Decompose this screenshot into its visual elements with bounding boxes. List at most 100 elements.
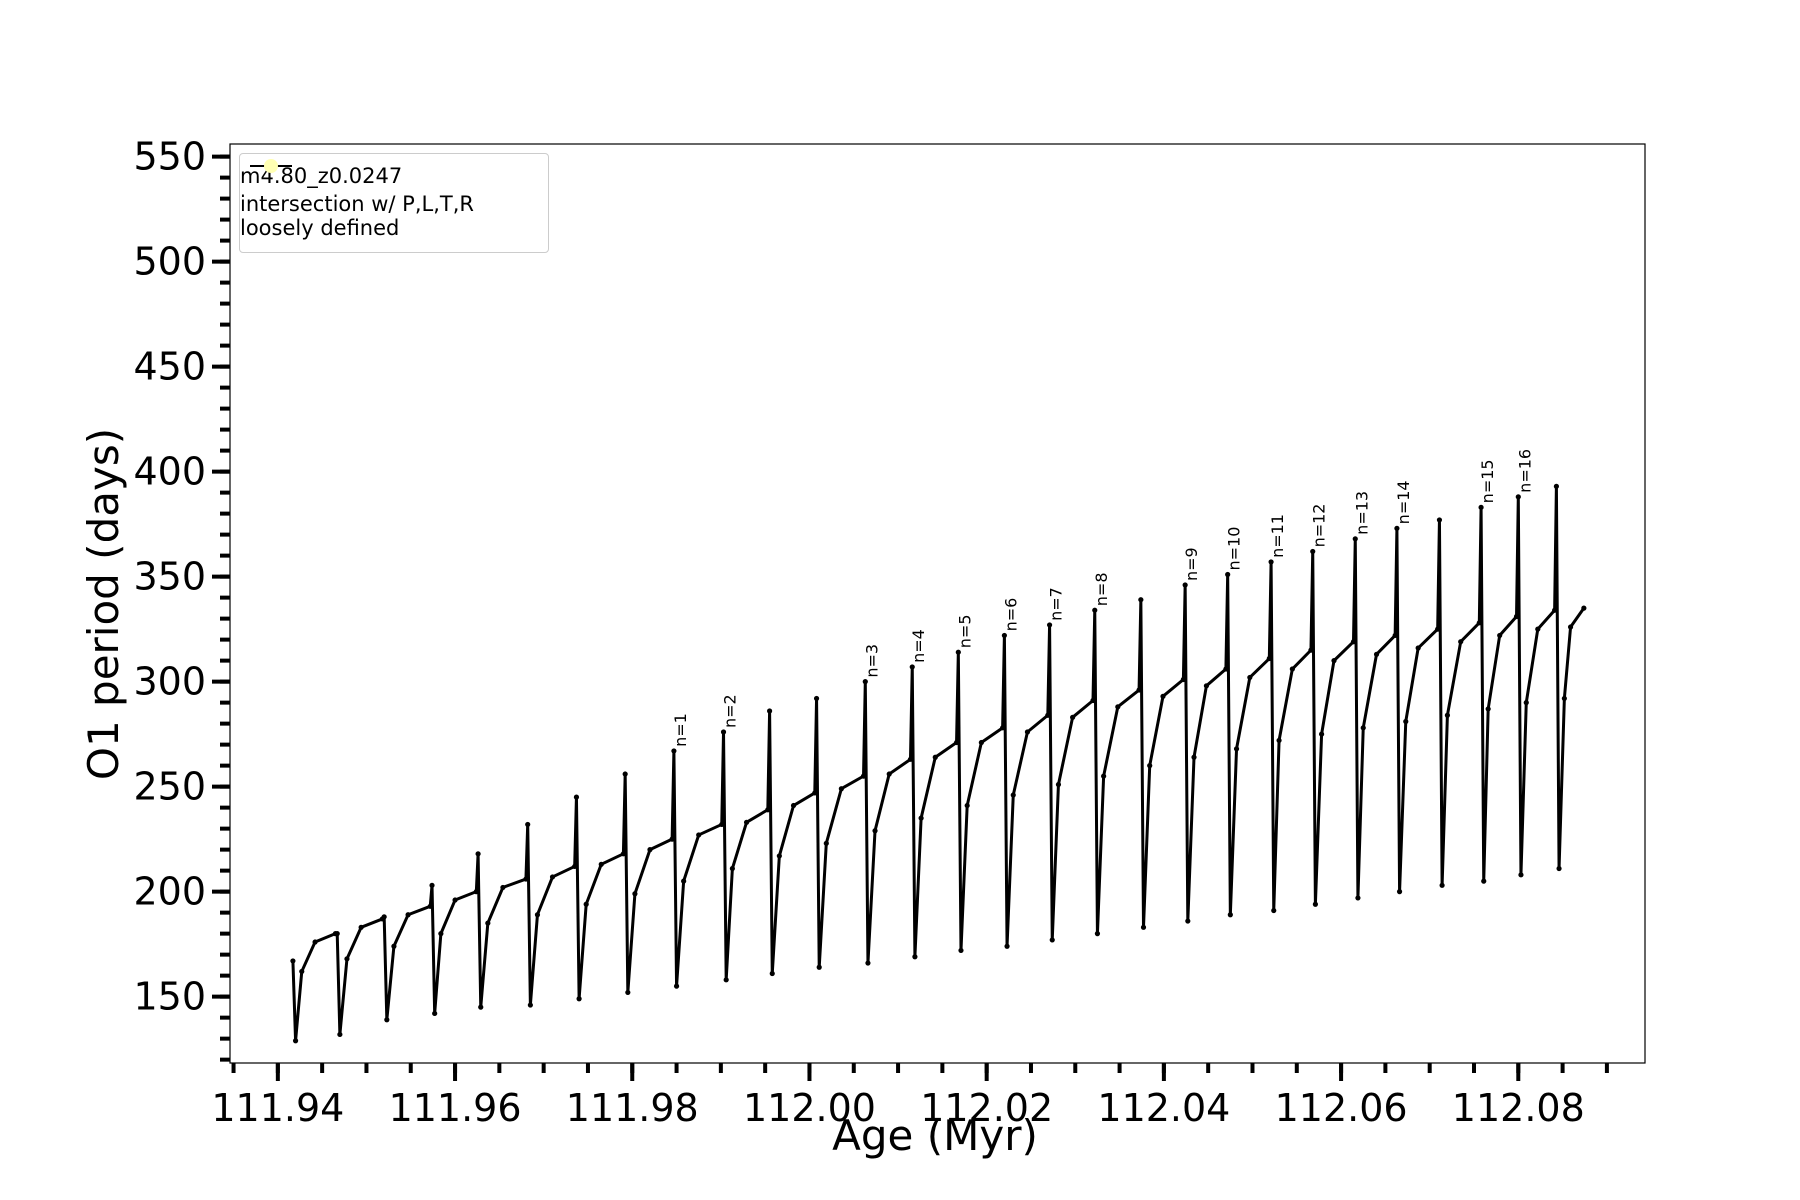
x-tick-label: 111.94 [211, 1086, 344, 1130]
point-marker [1360, 725, 1366, 731]
y-tick-label: 350 [133, 555, 206, 599]
point-marker [573, 794, 580, 800]
point-marker [625, 989, 631, 996]
point-marker [1160, 693, 1166, 699]
point-marker [1312, 901, 1318, 907]
point-marker [696, 832, 702, 838]
point-marker [958, 947, 964, 954]
legend-entry: intersection w/ P,L,T,R loosely defined [240, 159, 548, 240]
point-marker [632, 891, 638, 897]
y-tick-label: 500 [133, 240, 206, 284]
annotation: n=14 [1394, 480, 1413, 524]
point-marker [1010, 792, 1016, 798]
x-tick-label: 112.02 [920, 1086, 1053, 1130]
legend-key [264, 159, 278, 173]
point-marker [1458, 639, 1464, 645]
point-marker [1518, 872, 1524, 878]
point-marker [452, 897, 458, 903]
point-marker [1147, 763, 1153, 769]
point-marker [534, 912, 541, 918]
point-marker [337, 1031, 343, 1038]
y-tick-label: 450 [133, 345, 206, 389]
point-marker [583, 901, 589, 907]
point-marker [918, 815, 924, 821]
annotation: n=10 [1225, 527, 1244, 571]
legend-label: intersection w/ P,L,T,R loosely defined [240, 192, 474, 240]
y-tick-label: 550 [133, 135, 206, 179]
point-marker [909, 664, 915, 670]
point-marker [290, 958, 296, 964]
annotation: n=9 [1182, 547, 1201, 581]
point-marker [598, 861, 604, 867]
y-tick-label: 200 [133, 870, 206, 914]
y-tick-label: 250 [133, 765, 206, 809]
point-marker [1136, 687, 1142, 693]
annotation: n=4 [909, 629, 928, 663]
legend: m4.80_z0.0247 intersection w/ P,L,T,R loo… [239, 153, 549, 253]
point-marker [1223, 666, 1229, 672]
point-marker [860, 773, 867, 779]
point-marker [729, 865, 735, 872]
point-marker [790, 802, 797, 809]
point-marker [620, 851, 627, 857]
point-marker [723, 977, 729, 983]
point-marker [1090, 697, 1096, 704]
point-marker [1497, 632, 1503, 639]
point-marker [1373, 651, 1380, 657]
point-marker [384, 1017, 390, 1023]
point-marker [1331, 658, 1337, 664]
point-marker [1318, 731, 1325, 737]
point-marker [299, 968, 305, 975]
x-tick-label: 112.06 [1275, 1086, 1408, 1130]
point-marker [1415, 645, 1421, 651]
series-line [291, 484, 1586, 1043]
point-marker [964, 802, 970, 809]
point-marker [1556, 865, 1562, 872]
point-marker [1355, 895, 1361, 901]
annotation: n=3 [862, 644, 881, 678]
point-marker [766, 708, 773, 714]
point-marker [1439, 882, 1445, 888]
point-marker [1024, 729, 1031, 735]
point-marker [1444, 712, 1451, 718]
point-marker [1266, 655, 1272, 662]
point-marker [1271, 907, 1277, 914]
point-marker [1268, 559, 1274, 565]
point-marker [432, 1010, 438, 1017]
annotation: n=13 [1352, 491, 1371, 535]
point-marker [1000, 725, 1006, 731]
point-marker [1138, 597, 1144, 603]
point-marker [812, 790, 818, 796]
point-marker [1513, 613, 1520, 620]
y-axis-label: O1 period (days) [79, 428, 128, 780]
x-axis-label: Age (Myr) [832, 1111, 1038, 1160]
point-marker [838, 786, 844, 792]
point-marker [1485, 706, 1491, 712]
x-tick-label: 112.08 [1452, 1086, 1585, 1130]
point-marker [1394, 525, 1400, 531]
point-marker [500, 884, 506, 891]
point-marker [765, 807, 771, 813]
point-marker [334, 931, 340, 937]
annotation: n=2 [721, 694, 740, 728]
point-marker [671, 748, 677, 754]
point-marker [1070, 714, 1076, 720]
point-marker [523, 876, 529, 882]
point-marker [438, 931, 444, 937]
point-marker [572, 863, 578, 870]
point-marker [1185, 918, 1191, 924]
x-tick-label: 112.00 [743, 1086, 876, 1130]
point-marker [1435, 626, 1441, 632]
annotation: n=11 [1268, 514, 1287, 558]
annotation: n=7 [1047, 587, 1066, 621]
point-marker [1180, 676, 1186, 683]
y-tick-label: 400 [133, 450, 206, 494]
point-marker [1350, 639, 1357, 645]
annotation: n=15 [1478, 459, 1497, 503]
point-marker [473, 889, 479, 895]
point-marker [1004, 943, 1010, 949]
point-marker [427, 903, 433, 909]
point-marker [1552, 607, 1558, 613]
